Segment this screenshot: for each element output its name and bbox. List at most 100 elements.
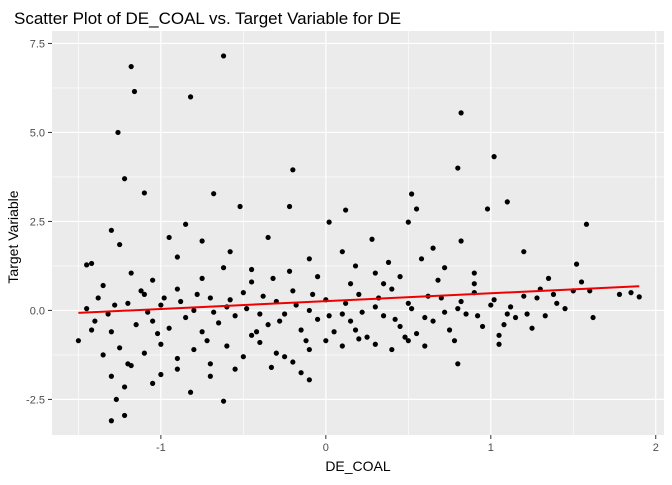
data-point bbox=[216, 320, 222, 326]
data-point bbox=[257, 339, 263, 346]
data-point bbox=[178, 298, 184, 305]
data-point bbox=[174, 355, 180, 362]
data-point bbox=[161, 295, 167, 301]
data-point bbox=[174, 254, 180, 260]
data-point bbox=[347, 281, 354, 287]
y-tick-label: 0.0 bbox=[30, 305, 45, 317]
data-point bbox=[131, 88, 138, 95]
data-point bbox=[166, 325, 172, 331]
x-tick-label: 2 bbox=[653, 442, 659, 454]
data-point bbox=[405, 300, 411, 306]
data-point bbox=[331, 329, 337, 335]
data-point bbox=[306, 377, 312, 383]
data-point bbox=[590, 314, 596, 321]
data-point bbox=[187, 94, 194, 100]
data-point bbox=[199, 275, 205, 281]
data-point bbox=[166, 234, 172, 241]
data-point bbox=[237, 203, 243, 210]
data-point bbox=[616, 291, 623, 298]
data-point bbox=[356, 336, 362, 342]
data-point bbox=[141, 291, 147, 298]
x-tick-label: -1 bbox=[156, 442, 166, 454]
data-point bbox=[471, 281, 477, 287]
data-point bbox=[392, 316, 398, 322]
data-point bbox=[512, 314, 519, 321]
data-point bbox=[389, 346, 395, 353]
data-point bbox=[306, 307, 312, 314]
data-point bbox=[343, 207, 349, 213]
data-point bbox=[265, 234, 271, 241]
data-point bbox=[422, 343, 428, 349]
data-point bbox=[150, 380, 156, 386]
data-point bbox=[542, 313, 548, 319]
data-point bbox=[141, 190, 147, 196]
data-point bbox=[75, 338, 81, 344]
data-point bbox=[260, 293, 266, 299]
data-point bbox=[141, 350, 147, 356]
data-point bbox=[352, 327, 359, 333]
data-point bbox=[446, 327, 453, 333]
data-point bbox=[402, 334, 408, 340]
data-point bbox=[458, 238, 464, 244]
data-point bbox=[405, 338, 411, 344]
data-point bbox=[108, 227, 114, 233]
data-point bbox=[128, 270, 134, 276]
data-point bbox=[108, 418, 114, 424]
data-points bbox=[75, 53, 642, 424]
data-point bbox=[491, 154, 497, 160]
data-point bbox=[204, 338, 210, 344]
data-point bbox=[554, 300, 560, 306]
data-point bbox=[227, 297, 233, 303]
data-point bbox=[364, 334, 370, 340]
data-point bbox=[413, 206, 420, 212]
data-point bbox=[347, 318, 354, 324]
data-point bbox=[253, 329, 260, 335]
data-point bbox=[458, 298, 464, 305]
data-point bbox=[240, 354, 246, 360]
data-point bbox=[211, 191, 217, 197]
data-point bbox=[455, 306, 461, 312]
data-point bbox=[257, 311, 263, 317]
data-point bbox=[113, 396, 119, 403]
data-point bbox=[359, 309, 365, 315]
data-point bbox=[562, 306, 568, 312]
data-point bbox=[369, 236, 375, 242]
data-point bbox=[352, 263, 359, 269]
data-point bbox=[314, 274, 321, 280]
data-point bbox=[455, 165, 461, 171]
data-point bbox=[636, 294, 642, 300]
data-point bbox=[128, 63, 134, 70]
data-point bbox=[145, 309, 151, 315]
data-point bbox=[92, 318, 98, 324]
data-point bbox=[268, 364, 274, 370]
data-point bbox=[521, 293, 527, 299]
data-point bbox=[435, 277, 441, 283]
data-point bbox=[158, 302, 164, 308]
data-point bbox=[211, 309, 217, 315]
data-point bbox=[298, 370, 304, 376]
data-point bbox=[112, 302, 118, 308]
data-point bbox=[298, 327, 304, 333]
y-tick-label: 7.5 bbox=[30, 38, 45, 50]
data-point bbox=[138, 288, 144, 294]
data-point bbox=[343, 300, 349, 306]
data-point bbox=[339, 249, 345, 255]
panel-background bbox=[52, 31, 664, 435]
data-point bbox=[249, 279, 255, 285]
y-axis-label: Target Variable bbox=[5, 190, 21, 283]
x-tick-label: 0 bbox=[323, 442, 329, 454]
data-point bbox=[458, 110, 464, 116]
data-point bbox=[583, 221, 590, 227]
data-point bbox=[232, 366, 238, 372]
data-point bbox=[397, 323, 403, 330]
data-point bbox=[471, 270, 477, 276]
data-point bbox=[372, 304, 378, 310]
data-point bbox=[133, 322, 139, 328]
data-point bbox=[474, 313, 481, 319]
data-point bbox=[220, 398, 227, 404]
data-point bbox=[100, 282, 106, 289]
data-point bbox=[108, 373, 114, 379]
data-point bbox=[174, 286, 180, 292]
data-point bbox=[306, 256, 312, 262]
data-point bbox=[265, 322, 271, 328]
